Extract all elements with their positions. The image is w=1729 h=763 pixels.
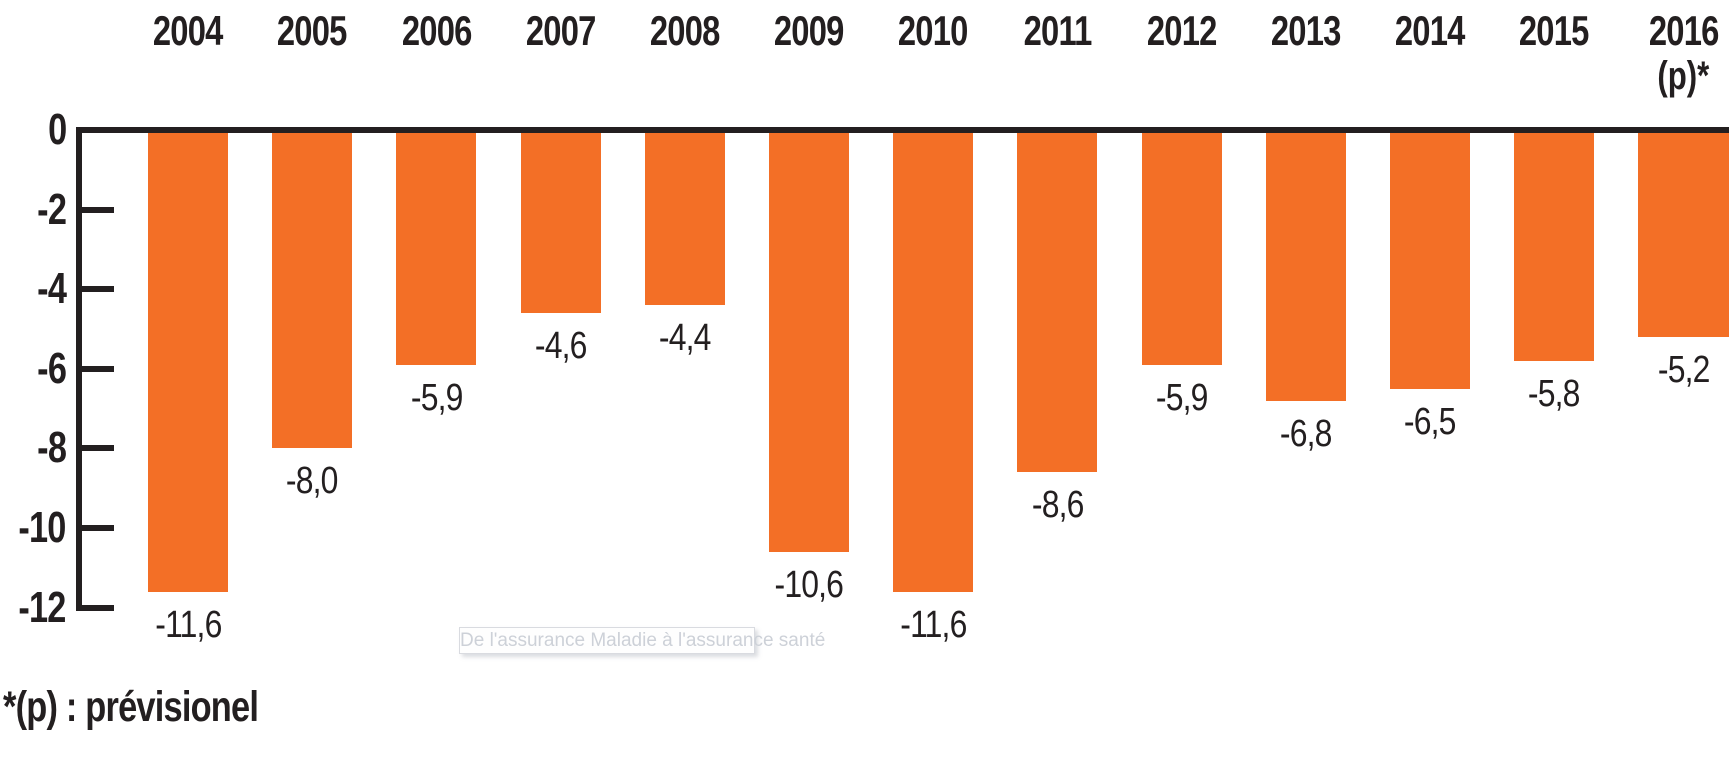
bar-value-label-text: -4,6	[534, 325, 587, 368]
bar	[1141, 130, 1222, 365]
y-tick	[76, 286, 114, 293]
bar-value-label: -11,6	[103, 604, 273, 646]
bar-value-label-text: -8,0	[286, 460, 339, 503]
bar-value-label-text: -11,6	[154, 603, 222, 646]
year-label-text: 2015	[1519, 7, 1590, 54]
year-label: 2010	[858, 8, 1008, 54]
year-label: 2006	[361, 8, 511, 54]
year-label-text: 2008	[649, 7, 721, 54]
bar-value-label: -5,9	[351, 377, 521, 419]
bar	[272, 130, 353, 449]
bar	[1265, 130, 1346, 401]
y-tick	[76, 445, 114, 452]
y-tick-label-text: -8	[37, 423, 67, 473]
year-label: 2012	[1107, 8, 1257, 54]
bar-value-label-text: -6,8	[1279, 412, 1332, 455]
year-label-text: 2004	[153, 7, 224, 54]
year-label: 2009	[734, 8, 884, 54]
watermark-tooltip: De l'assurance Maladie à l'assurance san…	[459, 627, 825, 654]
year-label-text: 2009	[774, 7, 845, 54]
year-label: 2004	[113, 8, 263, 54]
year-label: 2005	[237, 8, 387, 54]
footnote: *(p) : prévisionel	[3, 682, 322, 732]
y-tick-label: -8	[0, 423, 67, 473]
year-label: 2008	[610, 8, 760, 54]
x-axis-baseline	[76, 127, 1729, 133]
y-tick-label-text: -6	[37, 343, 67, 393]
bar	[1638, 130, 1729, 337]
bar	[1017, 130, 1098, 473]
y-tick-label-text: -10	[18, 503, 67, 552]
bar	[893, 130, 974, 592]
bar-value-label-text: -5,2	[1657, 348, 1710, 391]
y-tick	[76, 365, 114, 372]
bar	[644, 130, 725, 306]
year-label: 2014	[1355, 8, 1505, 54]
bar-value-label-text: -10,6	[774, 563, 844, 606]
year-label-text: 2013	[1270, 7, 1342, 54]
bar-value-label: -5,8	[1469, 373, 1639, 415]
year-label: 2007	[486, 8, 636, 54]
y-tick-label: -12	[0, 582, 67, 632]
bar-value-label-text: -5,9	[410, 376, 463, 419]
year-label-text: 2007	[525, 7, 597, 54]
year-label: 2011	[982, 8, 1132, 54]
bar-value-label: -8,6	[972, 484, 1142, 526]
bar	[396, 130, 477, 365]
y-tick	[76, 604, 114, 611]
bar-value-label-text: -5,9	[1155, 376, 1208, 419]
bar-value-label-text: -4,4	[658, 317, 711, 360]
year-label: 2013	[1231, 8, 1381, 54]
bar-value-label: -6,8	[1221, 413, 1391, 455]
y-tick-label-text: 0	[47, 105, 67, 154]
y-tick-label: -10	[0, 503, 67, 552]
bar	[148, 130, 228, 592]
bar-value-label-text: -5,8	[1528, 372, 1581, 415]
y-tick-label: -4	[0, 264, 67, 314]
y-tick	[76, 525, 114, 531]
bar-value-label: -5,9	[1097, 377, 1267, 419]
footnote-text: *(p) : prévisionel	[3, 683, 259, 731]
year-label-text: 2016	[1648, 7, 1720, 54]
year-label: 2016	[1609, 8, 1729, 54]
year-label: 2015	[1479, 8, 1629, 54]
bar-value-label: -11,6	[848, 604, 1018, 646]
bar	[520, 130, 601, 314]
year-label-suffix: (p)*	[1609, 54, 1729, 98]
year-label-text: 2014	[1395, 7, 1466, 54]
y-tick-label-text: -12	[18, 582, 67, 632]
year-label-suffix-text: (p)*	[1657, 54, 1710, 98]
y-tick-label-text: -2	[37, 184, 67, 234]
year-label-text: 2010	[898, 7, 969, 54]
bar-value-label: -10,6	[724, 564, 894, 606]
y-tick-label: 0	[0, 105, 67, 154]
y-tick-label: -6	[0, 343, 67, 393]
bar-value-label-text: -6,5	[1404, 400, 1456, 443]
y-tick-label-text: -4	[37, 264, 67, 314]
year-label-text: 2006	[401, 7, 473, 54]
bar-value-label: -6,5	[1345, 401, 1515, 443]
bar-value-label: -4,4	[600, 317, 770, 359]
bar-value-label-text: -11,6	[900, 603, 967, 646]
year-label-text: 2012	[1146, 7, 1218, 54]
bar-value-label-text: -8,6	[1031, 484, 1084, 527]
bar-value-label: -4,6	[476, 325, 646, 367]
bar	[769, 130, 849, 552]
bar-value-label: -5,2	[1599, 349, 1729, 391]
bar	[1390, 130, 1470, 389]
y-tick-label: -2	[0, 184, 67, 234]
year-label-text: 2011	[1023, 7, 1092, 54]
bar	[1514, 130, 1595, 361]
y-tick	[76, 206, 114, 213]
bar-value-label: -8,0	[227, 460, 397, 502]
year-label-text: 2005	[277, 7, 348, 54]
